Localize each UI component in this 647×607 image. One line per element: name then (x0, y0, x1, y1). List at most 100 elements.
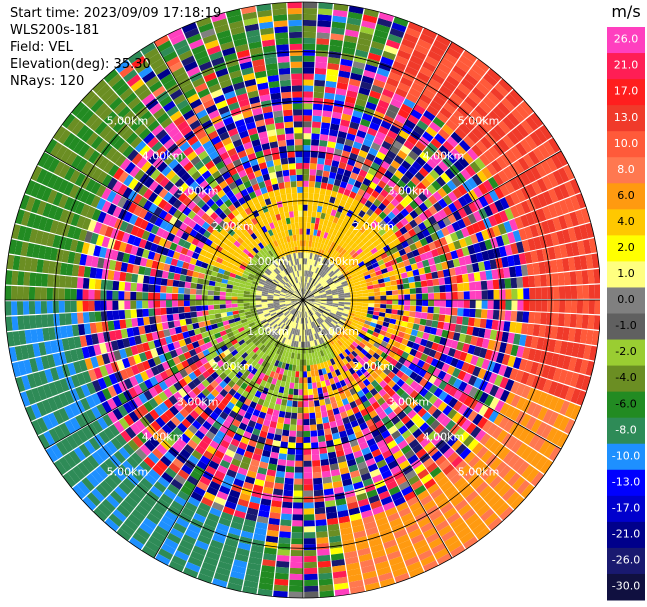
velocity-gate (308, 353, 313, 360)
velocity-gate (324, 274, 330, 280)
velocity-gate (533, 236, 542, 250)
velocity-gate (339, 430, 348, 438)
velocity-gate (343, 342, 350, 349)
velocity-gate (458, 333, 467, 343)
velocity-gate (308, 298, 315, 300)
velocity-gate (401, 485, 414, 497)
velocity-gate (338, 405, 346, 414)
velocity-gate (518, 358, 528, 371)
velocity-gate (553, 201, 564, 217)
velocity-gate (414, 463, 426, 475)
velocity-gate (495, 330, 504, 342)
velocity-gate (415, 418, 426, 428)
velocity-gate (340, 411, 348, 419)
velocity-gate (294, 377, 299, 384)
velocity-gate (295, 323, 298, 330)
velocity-gate (311, 286, 316, 292)
velocity-gate (506, 491, 520, 506)
velocity-gate (276, 422, 284, 430)
velocity-gate (277, 392, 284, 400)
velocity-gate (334, 326, 341, 332)
velocity-gate (463, 192, 473, 204)
velocity-gate (575, 193, 586, 209)
velocity-gate (256, 333, 264, 340)
velocity-gate (468, 91, 482, 105)
velocity-gate (442, 373, 452, 383)
velocity-gate (563, 164, 575, 181)
velocity-gate (392, 93, 405, 104)
velocity-gate (231, 375, 240, 384)
velocity-gate (151, 448, 164, 460)
velocity-gate (363, 247, 371, 255)
velocity-gate (267, 463, 277, 471)
velocity-gate (160, 278, 168, 286)
velocity-gate (308, 300, 315, 303)
velocity-gate (175, 347, 184, 356)
velocity-gate (506, 436, 518, 450)
velocity-gate (293, 358, 297, 366)
velocity-gate (418, 549, 433, 561)
velocity-gate (494, 199, 505, 212)
velocity-gate (303, 162, 310, 169)
velocity-gate (403, 140, 415, 151)
velocity-gate (505, 93, 520, 108)
velocity-gate (451, 307, 458, 316)
velocity-gate (283, 338, 288, 345)
velocity-gate (421, 306, 428, 313)
velocity-gate (433, 398, 443, 409)
velocity-gate (353, 245, 361, 252)
velocity-gate (315, 357, 320, 365)
velocity-gate (373, 327, 381, 334)
velocity-gate (245, 314, 252, 319)
velocity-gate (348, 360, 356, 368)
velocity-gate (307, 264, 311, 271)
velocity-gate (515, 142, 528, 157)
velocity-gate (400, 545, 415, 556)
velocity-gate (159, 413, 171, 424)
velocity-gate (499, 506, 514, 521)
velocity-gate (324, 309, 331, 314)
velocity-gate (520, 323, 529, 335)
velocity-gate (303, 377, 308, 384)
velocity-gate (189, 257, 198, 265)
velocity-gate (419, 66, 434, 78)
velocity-gate (319, 306, 326, 310)
velocity-gate (379, 263, 387, 270)
velocity-gate (297, 407, 303, 414)
velocity-gate (303, 180, 309, 187)
velocity-gate (503, 221, 513, 233)
velocity-gate (225, 300, 232, 305)
velocity-gate (58, 456, 72, 472)
velocity-gate (366, 438, 377, 447)
velocity-gate (216, 272, 224, 279)
velocity-gate (289, 579, 303, 587)
velocity-gate (297, 347, 301, 354)
velocity-gate (246, 470, 257, 479)
velocity-gate (300, 317, 303, 324)
velocity-gate (249, 388, 257, 396)
velocity-gate (183, 428, 195, 439)
velocity-gate (288, 306, 294, 311)
velocity-gate (416, 300, 423, 306)
velocity-gate (20, 210, 31, 226)
velocity-gate (472, 327, 480, 337)
velocity-gate (303, 365, 307, 372)
velocity-gate (96, 354, 105, 367)
velocity-gate (205, 354, 213, 362)
velocity-gate (199, 567, 215, 578)
velocity-gate (486, 309, 494, 320)
velocity-gate (282, 501, 293, 509)
velocity-gate (342, 260, 350, 267)
velocity-gate (308, 301, 315, 303)
velocity-gate (123, 518, 139, 532)
velocity-gate (320, 292, 326, 296)
velocity-gate (262, 449, 271, 458)
velocity-gate (303, 85, 314, 92)
velocity-gate (112, 280, 120, 291)
velocity-gate (304, 323, 307, 330)
velocity-gate (5, 301, 12, 316)
velocity-gate (348, 574, 363, 583)
velocity-gate (496, 429, 508, 443)
velocity-gate (300, 353, 303, 360)
velocity-gate (310, 222, 315, 230)
